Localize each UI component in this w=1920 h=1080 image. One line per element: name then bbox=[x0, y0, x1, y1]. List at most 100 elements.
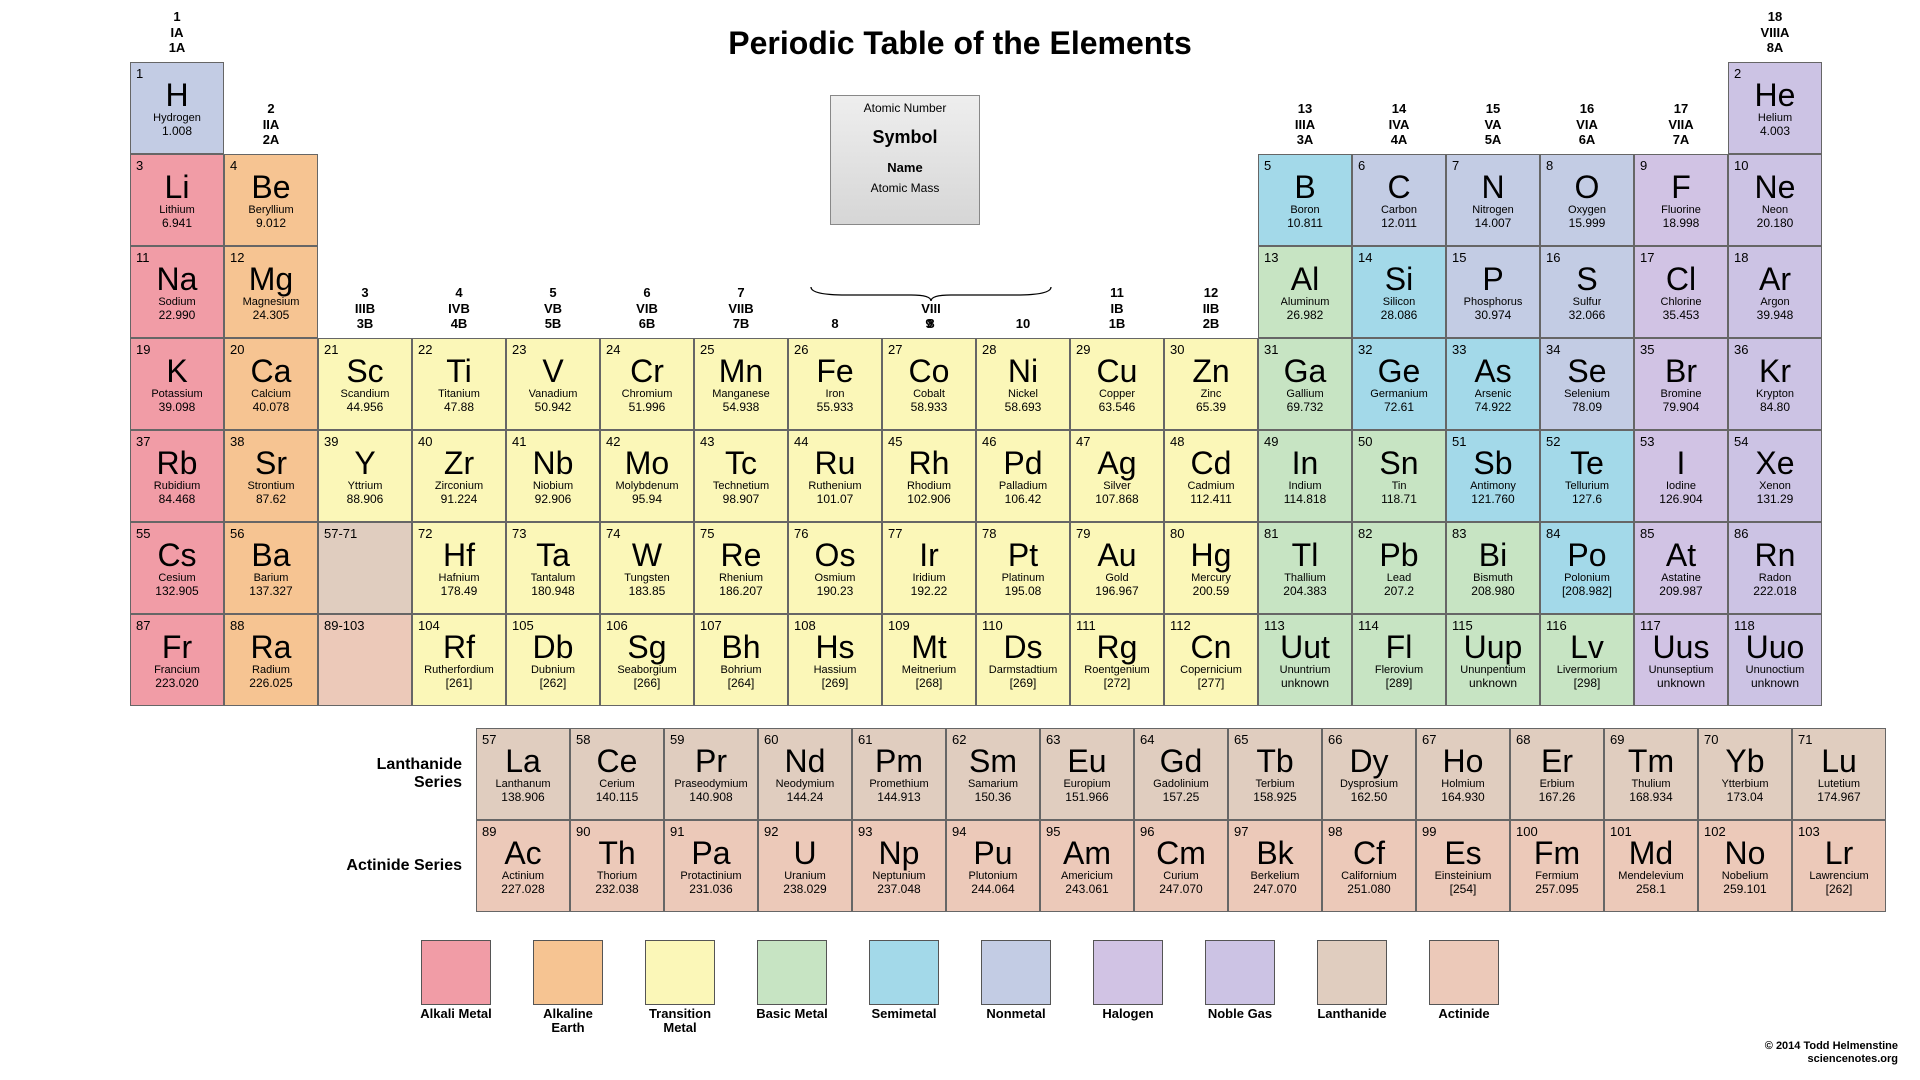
element-symbol: As bbox=[1474, 355, 1511, 387]
atomic-mass: [277] bbox=[1198, 676, 1225, 690]
element-cell: 108HsHassium[269] bbox=[788, 614, 882, 706]
element-name: Cadmium bbox=[1187, 480, 1234, 492]
atomic-mass: 26.982 bbox=[1287, 308, 1324, 322]
element-symbol: In bbox=[1292, 447, 1319, 479]
element-cell: 73TaTantalum180.948 bbox=[506, 522, 600, 614]
atomic-mass: 231.036 bbox=[689, 882, 732, 896]
atomic-number: 84 bbox=[1546, 526, 1560, 541]
atomic-mass: 251.080 bbox=[1347, 882, 1390, 896]
element-name: Lutetium bbox=[1818, 778, 1860, 790]
element-cell: 7NNitrogen14.007 bbox=[1446, 154, 1540, 246]
atomic-mass: 74.922 bbox=[1475, 400, 1512, 414]
element-cell: 90ThThorium232.038 bbox=[570, 820, 664, 912]
element-cell: 61PmPromethium144.913 bbox=[852, 728, 946, 820]
atomic-mass: 30.974 bbox=[1475, 308, 1512, 322]
element-cell: 38SrStrontium87.62 bbox=[224, 430, 318, 522]
element-name: Yttrium bbox=[348, 480, 383, 492]
atomic-number: 73 bbox=[512, 526, 526, 541]
lanthanide-label: Lanthanide Series bbox=[346, 756, 476, 791]
element-symbol: Am bbox=[1063, 837, 1111, 869]
element-symbol: S bbox=[1576, 263, 1597, 295]
atomic-number: 67 bbox=[1422, 732, 1436, 747]
atomic-mass: 6.941 bbox=[162, 216, 192, 230]
element-cell: 50SnTin118.71 bbox=[1352, 430, 1446, 522]
atomic-number: 81 bbox=[1264, 526, 1278, 541]
atomic-number: 99 bbox=[1422, 824, 1436, 839]
atomic-mass: 4.003 bbox=[1760, 124, 1790, 138]
element-cell: 42MoMolybdenum95.94 bbox=[600, 430, 694, 522]
element-symbol: Db bbox=[533, 631, 574, 663]
atomic-number: 11 bbox=[136, 250, 150, 265]
legend-swatch bbox=[421, 940, 491, 1005]
element-name: Cobalt bbox=[913, 388, 945, 400]
atomic-mass: 58.933 bbox=[911, 400, 948, 414]
element-name: Ununpentium bbox=[1460, 664, 1525, 676]
element-name: Dubnium bbox=[531, 664, 575, 676]
atomic-mass: 258.1 bbox=[1636, 882, 1666, 896]
atomic-number: 7 bbox=[1452, 158, 1459, 173]
element-name: Gallium bbox=[1286, 388, 1323, 400]
element-cell: 27CoCobalt58.933 bbox=[882, 338, 976, 430]
element-cell: 77IrIridium192.22 bbox=[882, 522, 976, 614]
element-cell: 43TcTechnetium98.907 bbox=[694, 430, 788, 522]
element-cell: 47AgSilver107.868 bbox=[1070, 430, 1164, 522]
element-symbol: Fl bbox=[1386, 631, 1413, 663]
element-symbol: Ta bbox=[536, 539, 570, 571]
element-symbol: Ga bbox=[1284, 355, 1327, 387]
element-cell: 9FFluorine18.998 bbox=[1634, 154, 1728, 246]
element-name: Vanadium bbox=[529, 388, 578, 400]
element-cell: 86RnRadon222.018 bbox=[1728, 522, 1822, 614]
atomic-mass: 14.007 bbox=[1475, 216, 1512, 230]
element-symbol: I bbox=[1677, 447, 1686, 479]
element-name: Arsenic bbox=[1475, 388, 1512, 400]
element-cell: 24CrChromium51.996 bbox=[600, 338, 694, 430]
atomic-mass: 157.25 bbox=[1163, 790, 1200, 804]
atomic-mass: 112.411 bbox=[1190, 492, 1232, 506]
element-cell: 2HeHelium4.003 bbox=[1728, 62, 1822, 154]
atomic-mass: 39.098 bbox=[159, 400, 196, 414]
atomic-number: 83 bbox=[1452, 526, 1466, 541]
element-name: Strontium bbox=[247, 480, 294, 492]
atomic-mass: unknown bbox=[1657, 676, 1705, 690]
atomic-mass: 223.020 bbox=[155, 676, 198, 690]
element-name: Neon bbox=[1762, 204, 1788, 216]
element-symbol: Ar bbox=[1759, 263, 1791, 295]
atomic-number: 78 bbox=[982, 526, 996, 541]
element-symbol: Mn bbox=[719, 355, 763, 387]
legend-swatch bbox=[981, 940, 1051, 1005]
atomic-number: 12 bbox=[230, 250, 244, 265]
element-cell: 114FlFlerovium[289] bbox=[1352, 614, 1446, 706]
element-name: Neptunium bbox=[872, 870, 925, 882]
legend-item: Halogen bbox=[1086, 940, 1170, 1036]
atomic-number: 90 bbox=[576, 824, 590, 839]
element-symbol: Er bbox=[1541, 745, 1573, 777]
element-cell: 17ClChlorine35.453 bbox=[1634, 246, 1728, 338]
atomic-mass: [268] bbox=[916, 676, 943, 690]
atomic-number: 66 bbox=[1328, 732, 1342, 747]
element-cell: 67HoHolmium164.930 bbox=[1416, 728, 1510, 820]
element-cell: 40ZrZirconium91.224 bbox=[412, 430, 506, 522]
element-cell: 80HgMercury200.59 bbox=[1164, 522, 1258, 614]
atomic-mass: 35.453 bbox=[1663, 308, 1700, 322]
atomic-number: 31 bbox=[1264, 342, 1278, 357]
element-symbol: Fe bbox=[816, 355, 853, 387]
atomic-mass: 178.49 bbox=[441, 584, 478, 598]
element-symbol: Uuo bbox=[1746, 631, 1805, 663]
element-cell: 52TeTellurium127.6 bbox=[1540, 430, 1634, 522]
atomic-mass: 54.938 bbox=[723, 400, 760, 414]
atomic-number: 79 bbox=[1076, 526, 1090, 541]
element-name: Niobium bbox=[533, 480, 573, 492]
atomic-mass: 15.999 bbox=[1569, 216, 1606, 230]
element-name: Radon bbox=[1759, 572, 1791, 584]
legend-label: Semimetal bbox=[862, 1007, 946, 1021]
credit: © 2014 Todd Helmenstine sciencenotes.org bbox=[1765, 1040, 1898, 1066]
element-name: Ununoctium bbox=[1746, 664, 1805, 676]
atomic-number: 9 bbox=[1640, 158, 1647, 173]
element-symbol: Lu bbox=[1821, 745, 1857, 777]
legend-swatch bbox=[757, 940, 827, 1005]
element-cell: 51SbAntimony121.760 bbox=[1446, 430, 1540, 522]
atomic-number: 6 bbox=[1358, 158, 1365, 173]
atomic-number: 112 bbox=[1170, 618, 1191, 633]
atomic-number: 109 bbox=[888, 618, 910, 633]
atomic-mass: 192.22 bbox=[911, 584, 948, 598]
